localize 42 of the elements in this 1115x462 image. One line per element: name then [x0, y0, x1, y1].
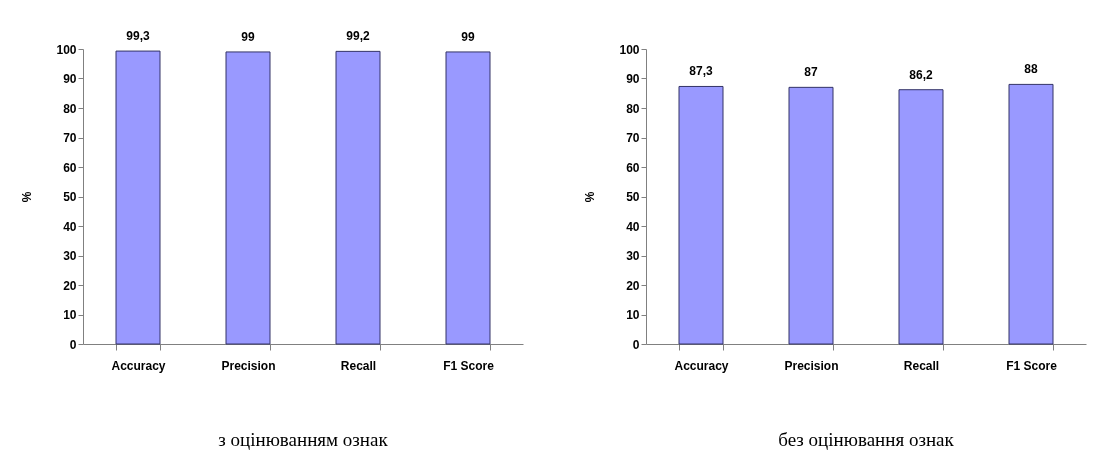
y-tick-label: 10 — [626, 308, 640, 322]
x-tick-label: Accuracy — [674, 358, 729, 373]
y-tick-label: 100 — [56, 42, 77, 57]
x-tick-label: Recall — [340, 358, 377, 373]
y-tick-label: 60 — [626, 160, 640, 175]
x-tick-label: Precision — [784, 358, 839, 373]
x-tick-label: Precision — [221, 358, 276, 373]
data-label: 88 — [1024, 62, 1038, 77]
x-tick-label: F1 Score — [443, 358, 495, 373]
y-tick-label: 20 — [63, 278, 77, 293]
y-tick-label: 70 — [63, 131, 77, 145]
x-tick-label: Recall — [903, 358, 940, 373]
data-label: 99 — [241, 29, 255, 44]
y-axis-title: % — [20, 191, 35, 203]
x-tick-label: F1 Score — [1006, 358, 1058, 373]
data-label: 99,2 — [346, 29, 370, 44]
y-tick-label: 100 — [619, 42, 640, 57]
y-tick-label: 30 — [63, 249, 77, 263]
y-tick-label: 20 — [626, 278, 640, 293]
data-label: 87,3 — [689, 64, 713, 79]
y-tick-label: 80 — [626, 101, 640, 116]
data-label: 87 — [804, 65, 818, 80]
text: з оцінюванням ознак — [218, 429, 389, 450]
y-tick-label: 80 — [63, 101, 77, 116]
y-tick-label: 30 — [626, 249, 640, 263]
y-tick-label: 40 — [63, 219, 77, 234]
y-tick-label: 0 — [69, 337, 77, 352]
y-tick-label: 40 — [626, 219, 640, 234]
y-tick-label: 70 — [626, 131, 640, 145]
y-tick-label: 60 — [63, 160, 77, 175]
data-label: 86,2 — [909, 67, 933, 82]
y-tick-label: 50 — [626, 190, 640, 204]
y-tick-label: 10 — [63, 308, 77, 322]
text: без оцінювання ознак — [778, 429, 955, 450]
data-label: 99,3 — [126, 29, 150, 44]
y-axis-title: % — [583, 191, 598, 203]
y-tick-label: 90 — [626, 72, 640, 86]
data-label: 99 — [461, 29, 475, 44]
y-tick-label: 50 — [63, 190, 77, 204]
x-tick-label: Accuracy — [111, 358, 166, 373]
y-tick-label: 0 — [632, 337, 640, 352]
y-tick-label: 90 — [63, 72, 77, 86]
